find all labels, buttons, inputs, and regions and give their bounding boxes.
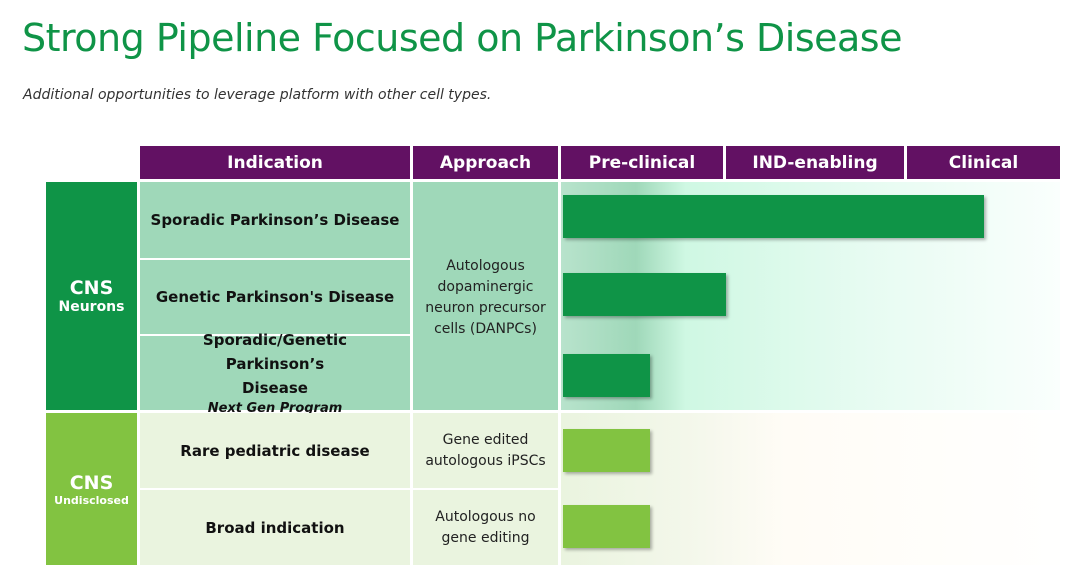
header-indication: Indication (140, 146, 410, 179)
page-title: Strong Pipeline Focused on Parkinson’s D… (22, 16, 902, 60)
group-sub: Neurons (58, 299, 125, 315)
indication-cell: Genetic Parkinson's Disease (140, 260, 410, 334)
pipeline-bar (563, 195, 984, 238)
approach-cell: Gene edited autologous iPSCs (413, 413, 558, 488)
page-subtitle: Additional opportunities to leverage pla… (23, 87, 492, 103)
pipeline-bar (563, 354, 651, 397)
pipeline-bar (563, 505, 651, 548)
approach-label: Autologous no gene editing (435, 508, 536, 546)
approach-label: Autologous dopaminergic neuron precursor… (425, 258, 546, 337)
indication-cell: Broad indication (140, 490, 410, 565)
pipeline-bar (563, 273, 726, 316)
group-cns-undisclosed: CNS Undisclosed (46, 413, 137, 565)
header-ind-enabling: IND-enabling (726, 146, 904, 179)
indication-label: Sporadic Parkinson’s Disease (150, 211, 400, 229)
indication-label: Genetic Parkinson's Disease (155, 288, 395, 306)
indication-cell: Sporadic/Genetic Parkinson’s Disease Nex… (140, 331, 410, 416)
indication-cell: Sporadic Parkinson’s Disease (140, 182, 410, 258)
group-cns-neurons: CNS Neurons (46, 182, 137, 410)
group-name: CNS (69, 471, 114, 494)
header-pre-clinical: Pre-clinical (561, 146, 723, 179)
indication-label: Broad indication (205, 518, 345, 537)
approach-label: Gene edited autologous iPSCs (425, 431, 546, 469)
indication-cell: Rare pediatric disease (140, 413, 410, 488)
indication-note: Next Gen Program (207, 401, 343, 416)
indication-label: Sporadic/Genetic Parkinson’s Disease (202, 331, 348, 397)
approach-cell: Autologous dopaminergic neuron precursor… (413, 182, 558, 410)
group-name: CNS (69, 277, 114, 299)
group-sub: Undisclosed (54, 493, 129, 507)
header-clinical: Clinical (907, 146, 1060, 179)
pipeline-bar (563, 429, 651, 472)
approach-cell: Autologous no gene editing (413, 490, 558, 565)
header-approach: Approach (413, 146, 558, 179)
indication-label: Rare pediatric disease (180, 441, 370, 460)
